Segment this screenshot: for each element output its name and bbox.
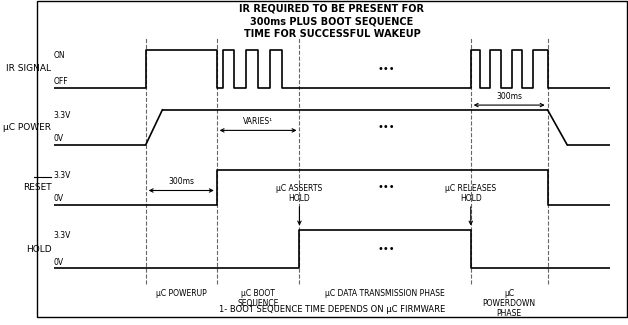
- Text: 0V: 0V: [53, 194, 64, 203]
- Text: 3.3V: 3.3V: [53, 231, 71, 240]
- Text: 3.3V: 3.3V: [53, 111, 71, 120]
- Text: 300ms: 300ms: [496, 92, 522, 101]
- Text: µC BOOT
SEQUENCE: µC BOOT SEQUENCE: [237, 289, 279, 308]
- Text: 1- BOOT SEQUENCE TIME DEPENDS ON µC FIRMWARE: 1- BOOT SEQUENCE TIME DEPENDS ON µC FIRM…: [219, 306, 445, 315]
- Text: ON: ON: [53, 51, 65, 60]
- Text: 0V: 0V: [53, 258, 64, 267]
- Text: 0V: 0V: [53, 134, 64, 143]
- Text: µC DATA TRANSMISSION PHASE: µC DATA TRANSMISSION PHASE: [325, 289, 445, 298]
- Text: •••: •••: [377, 122, 395, 132]
- Text: IR SIGNAL: IR SIGNAL: [6, 64, 51, 73]
- Text: VARIES¹: VARIES¹: [243, 117, 273, 126]
- Text: •••: •••: [377, 182, 395, 192]
- Text: µC ASSERTS
HOLD: µC ASSERTS HOLD: [276, 184, 323, 203]
- Text: 3.3V: 3.3V: [53, 171, 71, 180]
- Text: OFF: OFF: [53, 77, 68, 86]
- Text: HOLD: HOLD: [26, 244, 51, 254]
- Text: µC
POWERDOWN
PHASE: µC POWERDOWN PHASE: [482, 289, 536, 318]
- Text: µC POWERUP: µC POWERUP: [156, 289, 207, 298]
- Text: IR REQUIRED TO BE PRESENT FOR
300ms PLUS BOOT SEQUENCE
TIME FOR SUCCESSFUL WAKEU: IR REQUIRED TO BE PRESENT FOR 300ms PLUS…: [239, 4, 425, 39]
- Text: µC RELEASES
HOLD: µC RELEASES HOLD: [445, 184, 496, 203]
- Text: µC POWER: µC POWER: [3, 123, 51, 132]
- Text: 300ms: 300ms: [168, 177, 194, 186]
- Text: •••: •••: [377, 64, 395, 74]
- Text: •••: •••: [377, 244, 395, 254]
- Text: RESET: RESET: [23, 183, 51, 192]
